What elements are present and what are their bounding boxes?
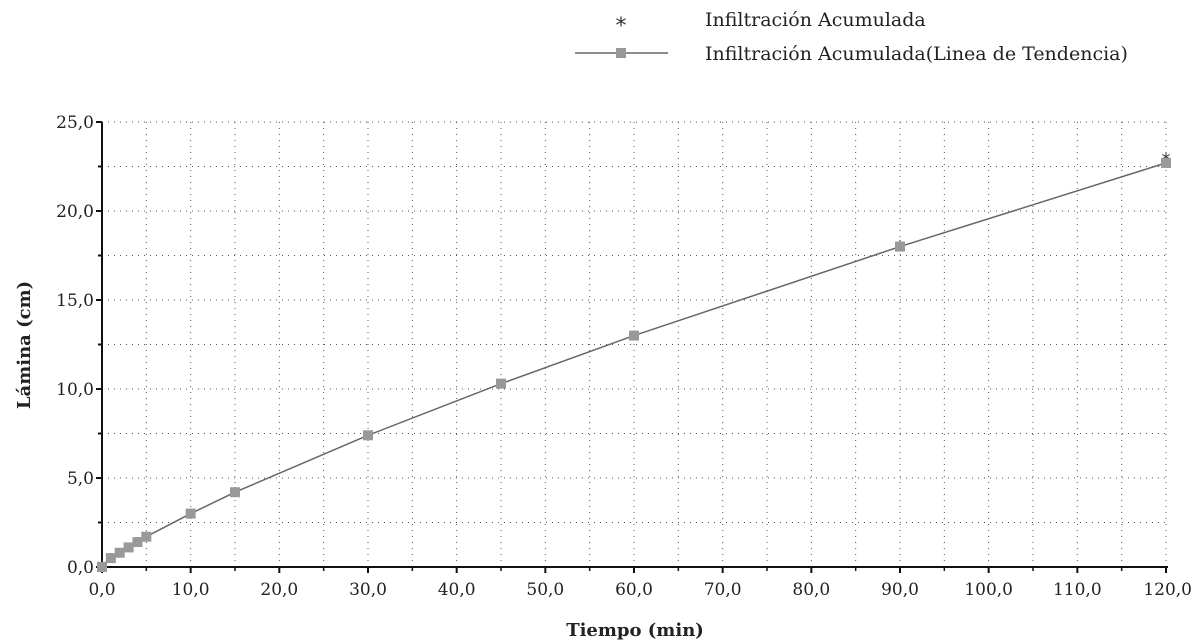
- y-tick-label: 10,0: [56, 380, 94, 400]
- tick-labels: 0,0 10,0 20,0 30,0 40,0 50,0 60,0 70,0 80,0 90,0 1…: [56, 113, 1192, 600]
- data-point: [1161, 157, 1171, 168]
- x-tick-label: 0,0: [88, 580, 115, 600]
- legend-marker-asterisk: *: [616, 14, 627, 39]
- data-point: [185, 508, 196, 519]
- grid: [102, 121, 1167, 567]
- data-point: [141, 531, 152, 542]
- data-point: [132, 537, 143, 548]
- data-point: [895, 241, 905, 252]
- data-point: [230, 487, 240, 498]
- x-tick-label: 30,0: [349, 580, 387, 600]
- series-group: *************: [97, 150, 1171, 579]
- x-tick-label: 50,0: [526, 580, 564, 600]
- x-tick-label: 100,0: [964, 580, 1013, 600]
- x-tick-label: 20,0: [260, 580, 298, 600]
- x-axis-title: Tiempo (min): [566, 620, 704, 641]
- x-tick-label: 70,0: [704, 580, 742, 600]
- legend: * Infiltración Acumulada Infiltración Ac…: [575, 9, 1128, 65]
- data-point: [114, 547, 125, 558]
- x-tick-label: 40,0: [438, 580, 476, 600]
- y-tick-label: 20,0: [56, 202, 94, 222]
- series-0: *************: [98, 150, 1171, 579]
- x-tick-label: 90,0: [881, 580, 919, 600]
- x-tick-label: 80,0: [792, 580, 830, 600]
- data-point: [97, 562, 107, 572]
- data-point: [105, 553, 116, 564]
- legend-label-series-0: Infiltración Acumulada: [705, 9, 926, 31]
- x-tick-label: 60,0: [615, 580, 653, 600]
- y-tick-label: 25,0: [56, 113, 94, 133]
- y-tick-label: 15,0: [56, 291, 94, 311]
- series-1: [97, 157, 1171, 572]
- data-point: [629, 330, 639, 341]
- legend-label-series-1: Infiltración Acumulada(Linea de Tendenci…: [705, 43, 1128, 65]
- data-point: [123, 542, 134, 553]
- y-axis-title: Lámina (cm): [14, 281, 35, 409]
- y-tick-label: 0,0: [67, 558, 94, 578]
- x-tick-label: 120,0: [1143, 580, 1192, 600]
- y-tick-label: 5,0: [67, 469, 94, 489]
- x-tick-label: 10,0: [172, 580, 210, 600]
- x-tick-label: 110,0: [1053, 580, 1102, 600]
- legend-marker-square: [616, 48, 626, 58]
- data-point: [363, 430, 373, 441]
- data-point: [496, 378, 506, 389]
